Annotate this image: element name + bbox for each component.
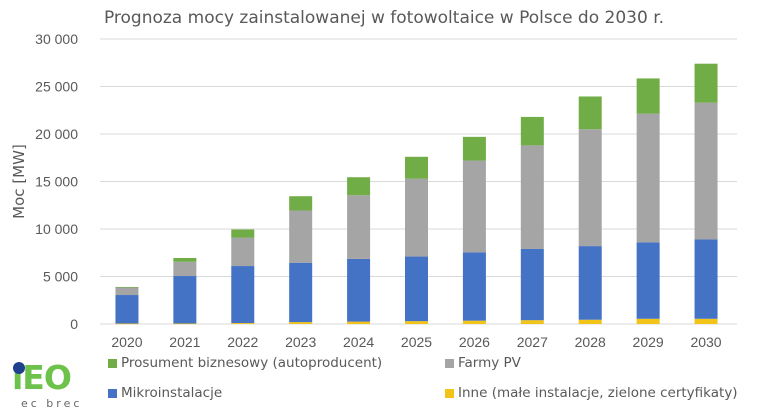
logo-dot-icon (13, 362, 25, 374)
bar-segment-mikroinstalacje (636, 242, 660, 319)
legend-swatch-icon (445, 388, 454, 398)
bar-segment-prosument (347, 177, 371, 196)
bar-segment-inne (462, 320, 486, 324)
bar-segment-prosument (405, 156, 428, 179)
x-tick-label: 2029 (633, 334, 664, 350)
bar-segment-farmy (231, 237, 255, 267)
y-tick-label: 0 (70, 316, 78, 332)
bar-segment-prosument (115, 286, 139, 288)
bar-segment-inne (520, 320, 544, 324)
bar-segment-inne (694, 318, 718, 324)
legend-item: Mikroinstalacje (108, 385, 222, 401)
logo-subtitle: ec brec (21, 397, 83, 410)
bar-segment-farmy (115, 287, 139, 296)
bar-segment-mikroinstalacje (347, 258, 371, 322)
legend-swatch-icon (445, 358, 454, 368)
legend-label: Mikroinstalacje (121, 385, 223, 401)
bar-segment-mikroinstalacje (520, 248, 544, 321)
x-tick-label: 2027 (517, 334, 548, 350)
legend-label: Inne (małe instalacje, zielone certyfika… (458, 385, 738, 401)
x-tick-label: 2021 (169, 334, 200, 350)
y-tick-label: 30 000 (35, 31, 78, 47)
y-tick-label: 20 000 (35, 126, 78, 142)
bar-segment-prosument (289, 196, 313, 211)
bar-segment-inne (578, 319, 602, 324)
bar-segment-mikroinstalacje (115, 295, 139, 324)
y-tick-label: 5 000 (43, 269, 78, 285)
x-tick-label: 2025 (401, 334, 432, 350)
y-tick-label: 10 000 (35, 221, 78, 237)
bar-segment-farmy (694, 102, 718, 240)
bar-segment-prosument (636, 78, 660, 114)
x-tick-label: 2024 (343, 334, 374, 350)
bar-segment-farmy (173, 261, 197, 277)
bar-segment-farmy (578, 129, 602, 247)
bar-segment-mikroinstalacje (289, 262, 313, 323)
x-tick-label: 2022 (227, 334, 258, 350)
y-axis-label: Moc [MW] (10, 144, 28, 219)
legend-item: Inne (małe instalacje, zielone certyfika… (445, 385, 738, 401)
legend-swatch-icon (108, 358, 117, 368)
bar-segment-mikroinstalacje (173, 276, 197, 324)
bar-segment-inne (115, 323, 139, 325)
bar-segment-inne (231, 323, 255, 324)
bar-segment-inne (347, 321, 371, 324)
x-tick-label: 2030 (690, 334, 721, 350)
legend-label: Prosument biznesowy (autoproducent) (121, 355, 383, 371)
bar-segment-prosument (520, 116, 544, 146)
bar-segment-mikroinstalacje (578, 246, 602, 320)
ieo-logo: iEO ec brec (10, 360, 90, 416)
chart-plot: 0 5 000 10 000 15 000 20 000 25 000 30 000 Moc … (10, 31, 737, 350)
chart-title: Prognoza mocy zainstalowanej w fotowolta… (103, 8, 665, 28)
x-tick-label: 2028 (575, 334, 606, 350)
bar-segment-inne (173, 323, 197, 325)
bar-segment-prosument (462, 136, 486, 161)
bar-segment-farmy (636, 113, 660, 243)
x-tick-label: 2023 (285, 334, 316, 350)
bar-segment-prosument (231, 229, 255, 238)
bar-segment-farmy (347, 195, 371, 259)
bar-segment-mikroinstalacje (694, 239, 718, 319)
bar-segment-prosument (578, 96, 602, 130)
x-tick-label: 2026 (459, 334, 490, 350)
bar-segment-prosument (694, 63, 718, 103)
legend-label: Farmy PV (458, 355, 521, 371)
bar-segment-farmy (405, 178, 428, 257)
y-tick-label: 25 000 (35, 79, 78, 95)
bar-segment-prosument (173, 257, 197, 262)
y-tick-label: 15 000 (35, 174, 78, 190)
bar-segment-inne (289, 322, 313, 324)
legend-item: Farmy PV (445, 355, 521, 371)
bar-segment-farmy (462, 160, 486, 253)
bar-segment-farmy (520, 145, 544, 249)
bar-segment-mikroinstalacje (231, 266, 255, 324)
legend-item: Prosument biznesowy (autoproducent) (108, 355, 382, 371)
bar-segment-mikroinstalacje (405, 256, 428, 322)
bar-segment-inne (636, 318, 660, 324)
bar-segment-farmy (289, 210, 313, 263)
bar-segment-inne (405, 321, 428, 324)
bar-segment-mikroinstalacje (462, 252, 486, 321)
x-tick-label: 2020 (111, 334, 142, 350)
legend-swatch-icon (108, 388, 117, 398)
